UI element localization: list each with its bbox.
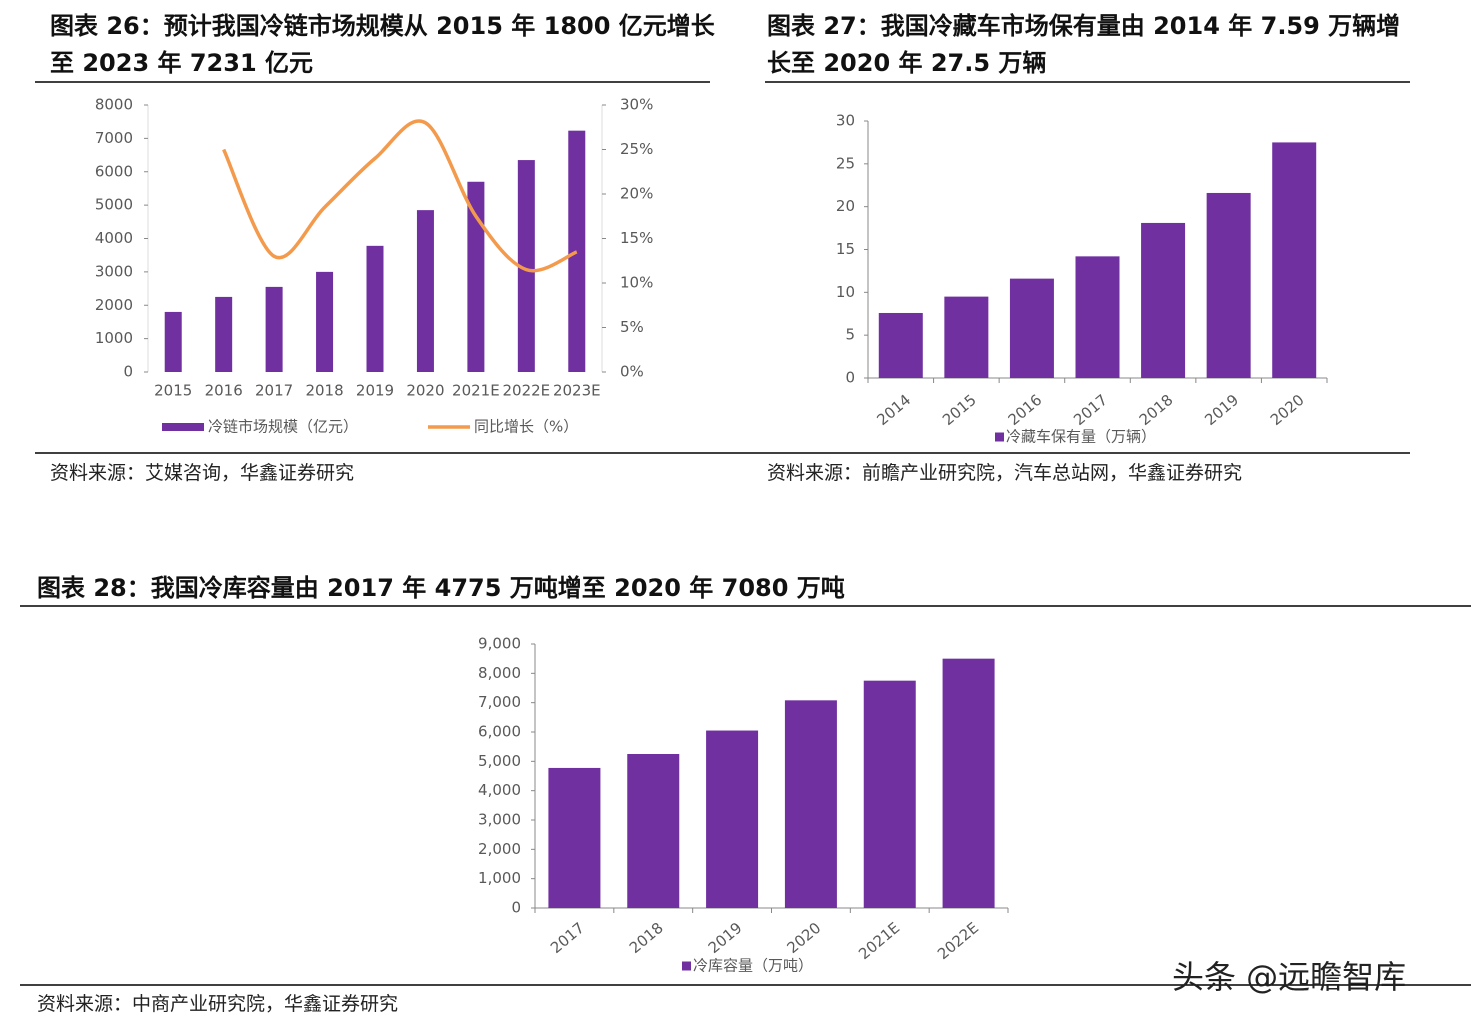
legend-label: 冷藏车保有量（万辆） bbox=[1006, 428, 1156, 446]
bar bbox=[1272, 142, 1317, 378]
x-tick-label: 2017 bbox=[1070, 391, 1111, 429]
y2-tick-label: 10% bbox=[620, 274, 653, 292]
bar bbox=[878, 312, 923, 378]
y-tick-label: 8000 bbox=[95, 96, 133, 114]
source: 资料来源：艾媒咨询，华鑫证券研究 bbox=[50, 462, 355, 484]
bar bbox=[1009, 278, 1054, 378]
bar bbox=[467, 181, 485, 372]
y-tick-label: 5000 bbox=[95, 196, 133, 214]
y-tick-label: 10 bbox=[836, 283, 855, 301]
y-tick-label: 4,000 bbox=[478, 781, 521, 799]
y-tick-label: 25 bbox=[836, 154, 855, 172]
y-tick-label: 0 bbox=[845, 369, 855, 387]
x-tick-label: 2020 bbox=[784, 919, 825, 957]
legend-marker bbox=[162, 423, 204, 431]
y-tick-label: 2,000 bbox=[478, 840, 521, 858]
x-tick-label: 2019 bbox=[705, 919, 746, 957]
source: 资料来源：前瞻产业研究院，汽车总站网，华鑫证券研究 bbox=[767, 462, 1243, 484]
bar bbox=[548, 767, 601, 908]
x-tick-label: 2015 bbox=[154, 382, 192, 400]
y-tick-label: 0 bbox=[123, 363, 133, 381]
legend-marker bbox=[682, 961, 691, 971]
y-tick-label: 6,000 bbox=[478, 723, 521, 741]
x-tick-label: 2022E bbox=[503, 382, 551, 400]
x-tick-label: 2014 bbox=[873, 391, 914, 429]
bar bbox=[706, 730, 759, 908]
y-tick-label: 8,000 bbox=[478, 664, 521, 682]
bar bbox=[265, 286, 283, 372]
x-tick-label: 2018 bbox=[626, 919, 667, 957]
y-tick-label: 4000 bbox=[95, 229, 133, 247]
x-tick-label: 2023E bbox=[553, 382, 601, 400]
y2-tick-label: 15% bbox=[620, 229, 653, 247]
x-tick-label: 2022E bbox=[934, 919, 982, 963]
bar bbox=[1141, 222, 1186, 378]
x-tick-label: 2016 bbox=[205, 382, 243, 400]
line bbox=[222, 119, 578, 273]
y-tick-label: 3000 bbox=[95, 262, 133, 280]
y-tick-label: 9,000 bbox=[478, 635, 521, 653]
y-tick-label: 7000 bbox=[95, 129, 133, 147]
bar bbox=[366, 245, 384, 372]
chart-title: 图表 26：预计我国冷链市场规模从 2015 年 1800 亿元增长至 2023… bbox=[50, 12, 715, 77]
y-tick-label: 2000 bbox=[95, 296, 133, 314]
bar bbox=[416, 210, 434, 372]
x-tick-label: 2017 bbox=[255, 382, 293, 400]
y-tick-label: 1000 bbox=[95, 329, 133, 347]
y-tick-label: 5,000 bbox=[478, 752, 521, 770]
x-tick-label: 2020 bbox=[1267, 391, 1308, 429]
bar bbox=[164, 311, 182, 372]
bar bbox=[1075, 256, 1120, 378]
x-tick-label: 2017 bbox=[547, 919, 588, 957]
x-tick-label: 2015 bbox=[939, 391, 980, 429]
bar bbox=[568, 130, 586, 372]
x-tick-label: 2018 bbox=[305, 382, 343, 400]
y2-tick-label: 5% bbox=[620, 318, 644, 336]
legend-marker bbox=[995, 432, 1004, 442]
x-tick-label: 2020 bbox=[406, 382, 444, 400]
bar bbox=[784, 700, 837, 908]
chart-title: 图表 27：我国冷藏车市场保有量由 2014 年 7.59 万辆增长至 2020… bbox=[767, 12, 1401, 77]
bar bbox=[863, 680, 916, 908]
bar bbox=[627, 754, 680, 908]
y-tick-label: 30 bbox=[836, 112, 855, 130]
bar bbox=[942, 658, 995, 908]
x-tick-label: 2016 bbox=[1005, 391, 1046, 429]
legend-label: 冷库容量（万吨） bbox=[693, 957, 813, 975]
bar bbox=[215, 296, 233, 372]
x-tick-label: 2021E bbox=[452, 382, 500, 400]
y-tick-label: 1,000 bbox=[478, 869, 521, 887]
y-tick-label: 0 bbox=[511, 899, 521, 917]
bar bbox=[316, 271, 334, 372]
y2-tick-label: 20% bbox=[620, 185, 653, 203]
y2-tick-label: 30% bbox=[620, 96, 653, 114]
y-tick-label: 7,000 bbox=[478, 693, 521, 711]
legend-label: 同比增长（%） bbox=[474, 418, 578, 436]
y-tick-label: 3,000 bbox=[478, 811, 521, 829]
source: 资料来源：中商产业研究院，华鑫证券研究 bbox=[37, 993, 399, 1015]
bar bbox=[1206, 192, 1251, 378]
x-tick-label: 2018 bbox=[1136, 391, 1177, 429]
bar bbox=[517, 160, 535, 372]
legend-label: 冷链市场规模（亿元） bbox=[208, 418, 358, 436]
x-tick-label: 2019 bbox=[356, 382, 394, 400]
y-tick-label: 6000 bbox=[95, 162, 133, 180]
x-tick-label: 2019 bbox=[1201, 391, 1242, 429]
chart-title: 图表 28：我国冷库容量由 2017 年 4775 万吨增至 2020 年 70… bbox=[37, 574, 845, 602]
y2-tick-label: 25% bbox=[620, 140, 653, 158]
x-tick-label: 2021E bbox=[855, 919, 903, 963]
y2-tick-label: 0% bbox=[620, 363, 644, 381]
y-tick-label: 20 bbox=[836, 197, 855, 215]
bar bbox=[944, 296, 989, 378]
y-tick-label: 15 bbox=[836, 240, 855, 258]
watermark: 头条 @远瞻智库 bbox=[1172, 958, 1407, 996]
y-tick-label: 5 bbox=[845, 326, 855, 344]
